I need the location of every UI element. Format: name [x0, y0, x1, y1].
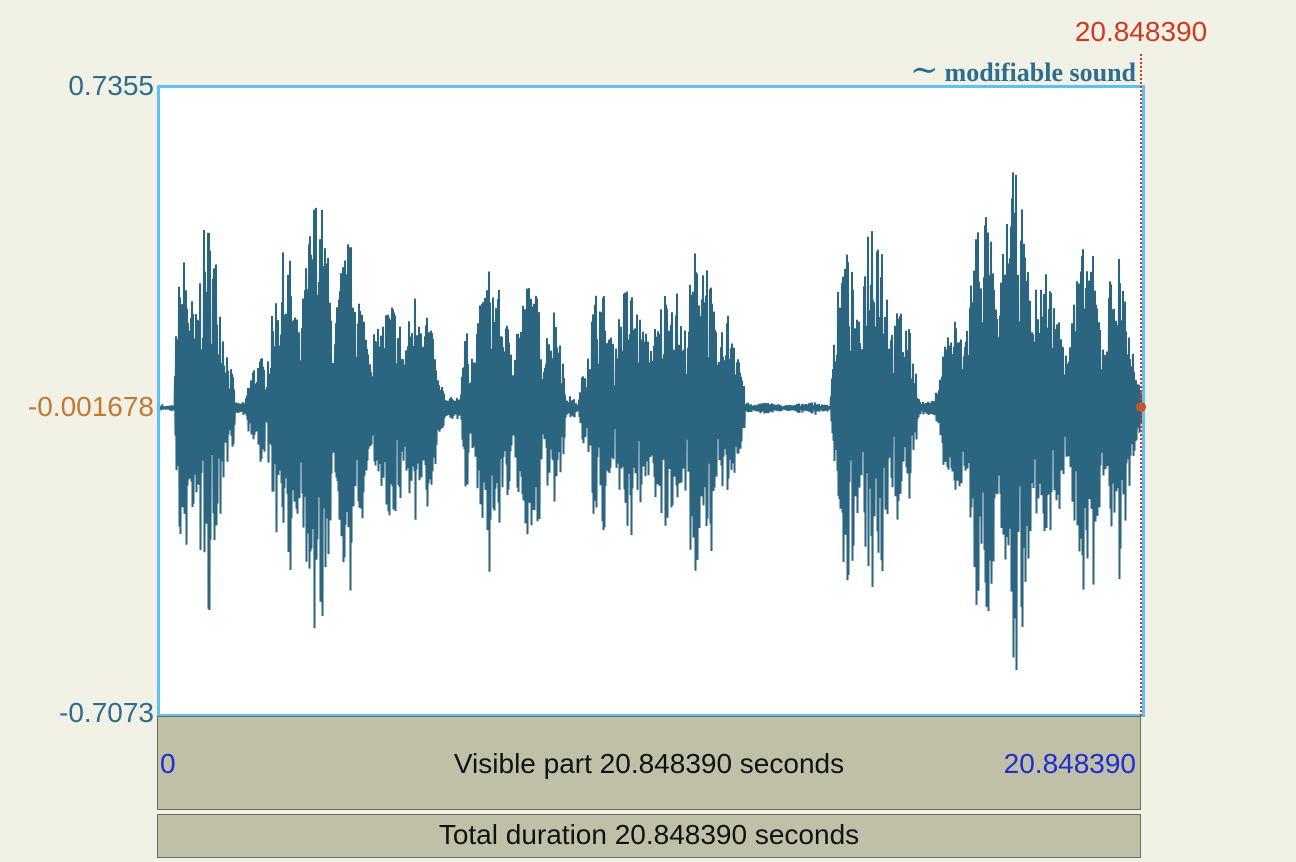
visible-end-time: 20.848390	[1003, 748, 1136, 779]
y-axis-min-label: -0.7073	[59, 697, 154, 728]
sound-type-label: ∼ modifiable sound	[910, 52, 1136, 89]
total-duration-bar[interactable]: Total duration 20.848390 seconds	[157, 814, 1141, 858]
waveform-plot[interactable]	[160, 88, 1142, 714]
sound-type-text: modifiable sound	[944, 58, 1136, 87]
visible-part-bar[interactable]: 0 Visible part 20.848390 seconds 20.8483…	[157, 716, 1141, 810]
tilde-icon: ∼	[910, 52, 939, 89]
visible-start-time: 0	[160, 748, 176, 779]
y-axis-max-label: 0.7355	[68, 70, 154, 101]
time-cursor-line[interactable]	[1140, 54, 1142, 716]
y-axis-cursor-value: -0.001678	[27, 391, 154, 422]
waveform-panel[interactable]	[157, 85, 1145, 717]
waveform-trace	[160, 172, 1142, 671]
total-duration-text: Total duration 20.848390 seconds	[438, 819, 860, 850]
cursor-time-label: 20.848390	[1074, 16, 1208, 47]
visible-part-text: Visible part 20.848390 seconds	[453, 748, 845, 779]
cursor-position-dot	[1136, 402, 1146, 412]
